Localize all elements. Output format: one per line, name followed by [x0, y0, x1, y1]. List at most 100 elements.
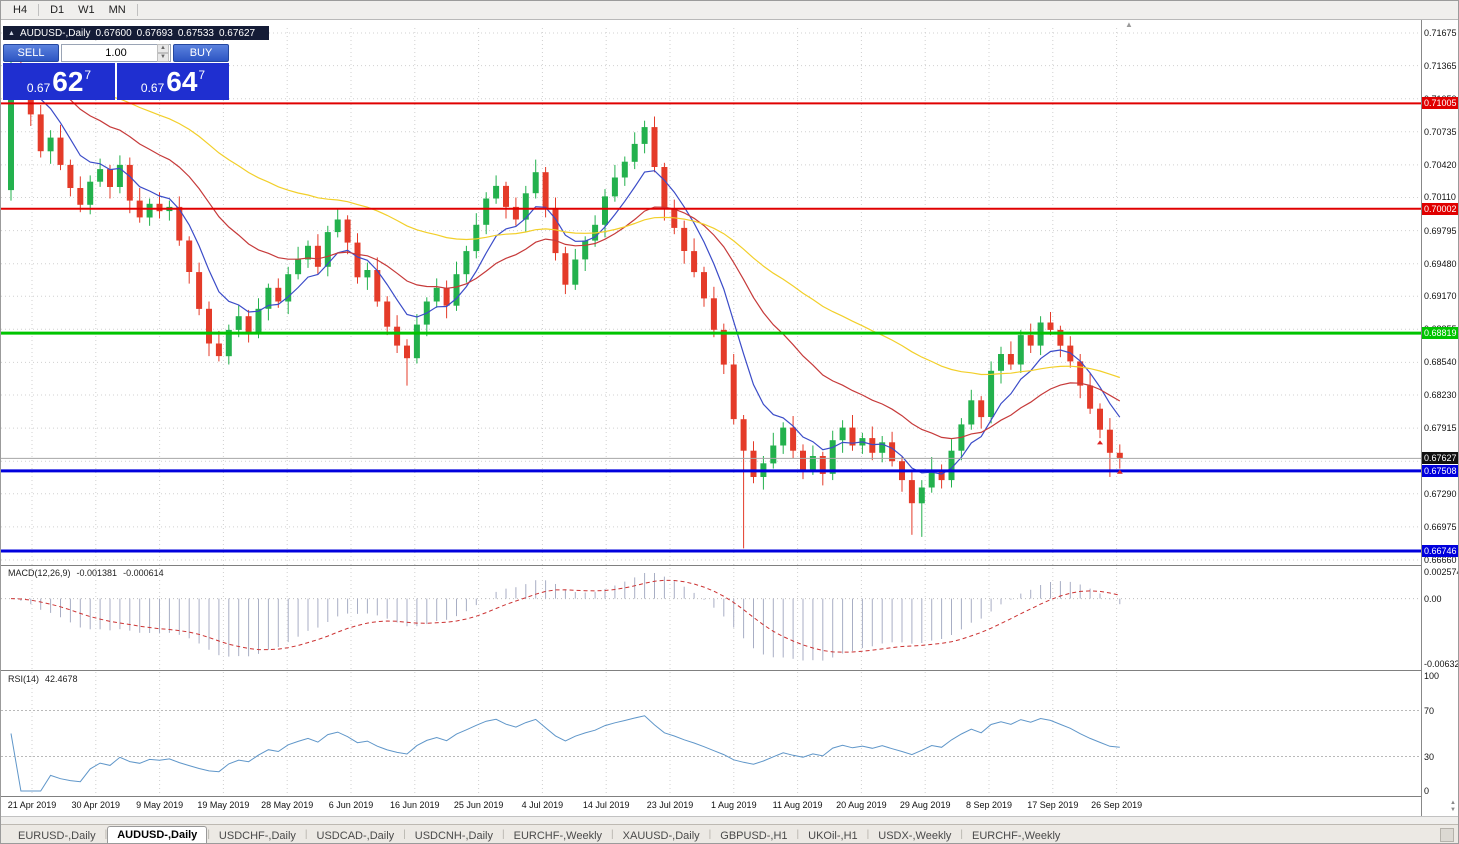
macd-name: MACD(12,26,9) — [8, 568, 71, 578]
date-axis-label: 30 Apr 2019 — [71, 800, 121, 810]
sell-price-display[interactable]: 0.67 62 7 — [3, 63, 115, 100]
timeframe-button-h4[interactable]: H4 — [13, 4, 28, 16]
volume-value: 1.00 — [105, 47, 127, 59]
buy-button[interactable]: BUY — [173, 44, 229, 62]
chart-symbol-title: AUDUSD-,Daily — [19, 27, 91, 39]
toolbar-separator — [136, 4, 138, 16]
price-axis[interactable]: ▲ ▼ 0.716750.713650.710500.707350.704200… — [1421, 20, 1458, 816]
timeframe-button-w1[interactable]: W1 — [78, 4, 95, 16]
date-axis-label: 6 Jun 2019 — [328, 800, 374, 810]
chart-tab-usdcnh-daily[interactable]: USDCNH-,Daily — [414, 830, 493, 842]
chart-tab-xauusd-daily[interactable]: XAUUSD-,Daily — [622, 830, 700, 842]
price-line-badge: 0.70002 — [1422, 202, 1458, 215]
chart-shift-icon[interactable]: ▲ — [1125, 20, 1133, 29]
date-axis-label: 19 May 2019 — [197, 800, 250, 810]
macd-main-value: -0.001381 — [76, 568, 118, 578]
price-axis-label: 0.71365 — [1424, 60, 1457, 71]
buy-price-prefix: 0.67 — [140, 80, 165, 95]
tab-separator: | — [796, 829, 800, 840]
price-line-badge: 0.67508 — [1422, 464, 1458, 477]
date-axis-label: 4 Jul 2019 — [521, 800, 564, 810]
tab-separator: | — [304, 829, 308, 840]
chart-tabs-bar: EURUSD-,Daily | AUDUSD-,Daily | USDCHF-,Dail… — [1, 824, 1458, 843]
chart-tab-eurchf-weekly[interactable]: EURCHF-,Weekly — [513, 830, 603, 842]
date-axis-label: 14 Jul 2019 — [582, 800, 630, 810]
rsi-value: 42.4678 — [45, 674, 78, 684]
price-axis-label: 0.67915 — [1424, 423, 1457, 434]
rsi-axis-label: 100 — [1424, 671, 1440, 681]
price-axis-label: 0.68540 — [1424, 357, 1457, 368]
rsi-name: RSI(14) — [8, 674, 40, 684]
macd-axis-label: -0.006326 — [1424, 659, 1458, 669]
chart-tab-ukoil-h1[interactable]: UKOil-,H1 — [808, 830, 858, 842]
tab-separator: | — [403, 829, 406, 840]
chart-tab-usdx-weekly[interactable]: USDX-,Weekly — [878, 830, 952, 842]
sell-button[interactable]: SELL — [3, 44, 59, 62]
buy-price-big: 64 — [166, 65, 198, 97]
date-axis-label: 28 May 2019 — [261, 800, 314, 810]
tab-separator: | — [104, 829, 108, 840]
ohlc-high: 0.67693 — [136, 27, 173, 39]
timeframe-button-d1[interactable]: D1 — [50, 4, 65, 16]
macd-indicator-label: MACD(12,26,9) -0.001381 -0.000614 — [8, 568, 170, 578]
price-line-badge: 0.71005 — [1422, 97, 1458, 110]
sell-price-big: 62 — [52, 65, 84, 97]
toolbar-separator — [38, 4, 40, 16]
date-axis-label: 29 Aug 2019 — [899, 800, 951, 810]
timeframe-button-mn[interactable]: MN — [108, 4, 126, 16]
chart-title-bar: ▲ AUDUSD-,Daily 0.67600 0.67693 0.67533 … — [3, 26, 270, 40]
axis-scroll-buttons[interactable]: ▲ ▼ — [1450, 800, 1456, 813]
sell-price-prefix: 0.67 — [26, 80, 51, 95]
chart-tab-audusd-daily[interactable]: AUDUSD-,Daily — [107, 826, 208, 843]
chart-region[interactable]: ▲ MACD(12,26,9) -0.001381 -0.000614 RSI(14… — [1, 20, 1421, 816]
scroll-up-icon[interactable]: ▲ — [1450, 800, 1456, 806]
rsi-indicator-label: RSI(14) 42.4678 — [8, 674, 84, 684]
date-axis-label: 23 Jul 2019 — [646, 800, 694, 810]
macd-axis-label: 0.00 — [1424, 593, 1442, 604]
volume-up-icon[interactable]: ▲ — [157, 44, 169, 53]
price-axis-label: 0.70735 — [1424, 126, 1457, 137]
horizontal-scrollbar[interactable] — [1, 816, 1458, 824]
chart-tab-usdcad-daily[interactable]: USDCAD-,Daily — [316, 830, 395, 842]
price-axis-label: 0.68230 — [1424, 390, 1457, 401]
date-axis-label: 26 Sep 2019 — [1091, 800, 1143, 810]
price-axis-label: 0.70110 — [1424, 192, 1456, 203]
chart-tab-gbpusd-h1[interactable]: GBPUSD-,H1 — [720, 830, 788, 842]
price-axis-label: 0.70420 — [1424, 159, 1457, 170]
price-line-badge: 0.67627 — [1422, 452, 1458, 465]
chart-tab-eurusd-daily[interactable]: EURUSD-,Daily — [18, 830, 96, 842]
tabbar-corner-box[interactable] — [1440, 828, 1454, 842]
tab-separator: | — [207, 829, 210, 840]
tab-separator: | — [502, 829, 505, 840]
date-axis-label: 20 Aug 2019 — [836, 800, 887, 810]
date-axis-label: 1 Aug 2019 — [711, 800, 757, 810]
tab-separator: | — [611, 829, 614, 840]
date-axis-label: 21 Apr 2019 — [7, 800, 57, 810]
ohlc-open: 0.67600 — [95, 27, 132, 39]
tab-separator: | — [866, 829, 870, 840]
timeframe-toolbar: H4 D1 W1 MN — [1, 1, 1458, 20]
tab-separator: | — [708, 829, 712, 840]
price-axis-label: 0.66975 — [1424, 521, 1457, 532]
price-chart-canvas[interactable] — [1, 20, 1421, 797]
collapse-panel-icon[interactable]: ▲ — [8, 29, 15, 37]
date-axis[interactable]: 21 Apr 2019 30 Apr 2019 9 May 2019 19 May 2… — [1, 797, 1421, 816]
tab-separator: | — [960, 829, 964, 840]
price-line-badge: 0.66746 — [1422, 544, 1458, 557]
buy-price-display[interactable]: 0.67 64 7 — [117, 63, 229, 100]
volume-field[interactable]: 1.00 ▲ ▼ — [61, 44, 171, 62]
one-click-trading-panel: SELL 1.00 ▲ ▼ BUY 0.67 62 7 0.67 — [3, 44, 229, 100]
rsi-axis-label: 30 — [1424, 751, 1435, 762]
price-line-badge: 0.68819 — [1422, 327, 1458, 340]
price-axis-label: 0.69795 — [1424, 225, 1457, 236]
chart-tab-eurchf-weekly[interactable]: EURCHF-,Weekly — [972, 830, 1061, 842]
chart-tab-usdchf-daily[interactable]: USDCHF-,Daily — [218, 830, 296, 842]
scroll-down-icon[interactable]: ▼ — [1450, 807, 1456, 813]
date-axis-label: 8 Sep 2019 — [965, 800, 1013, 810]
price-axis-label: 0.69480 — [1424, 258, 1457, 269]
sell-price-sup: 7 — [84, 67, 92, 82]
volume-down-icon[interactable]: ▼ — [157, 53, 169, 62]
price-axis-label: 0.66660 — [1424, 555, 1457, 565]
date-axis-label: 17 Sep 2019 — [1027, 800, 1079, 810]
